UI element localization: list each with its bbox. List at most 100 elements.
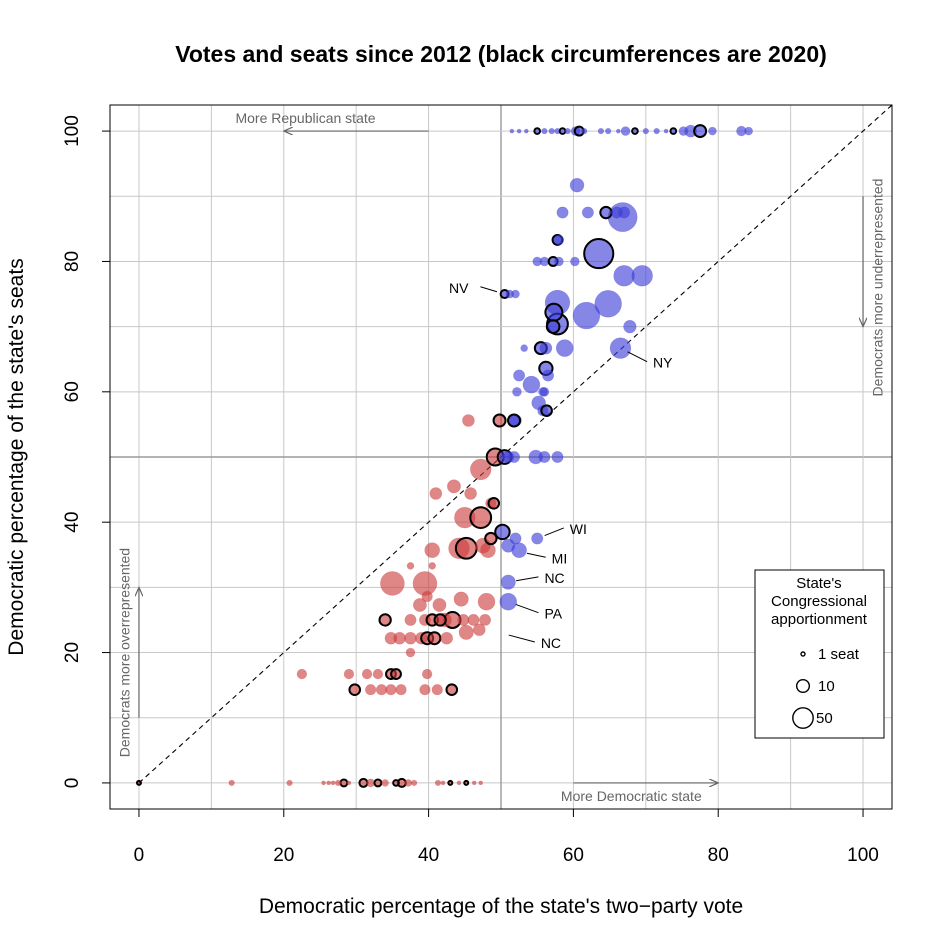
point-democratic xyxy=(512,387,522,397)
point-democratic xyxy=(533,127,542,135)
chart-title: Votes and seats since 2012 (black circum… xyxy=(175,41,827,67)
state-label: NV xyxy=(449,280,469,296)
diagonal-reference xyxy=(138,104,893,784)
point-republican xyxy=(348,683,362,697)
legend-title-line: Congressional xyxy=(771,593,867,610)
annotation-arrows: More Republican state More Democratic sta… xyxy=(116,110,885,804)
point-democratic xyxy=(522,375,541,394)
point-republican xyxy=(431,684,443,696)
state-label: NY xyxy=(653,355,673,371)
point-democratic xyxy=(548,127,555,135)
point-democratic xyxy=(653,127,660,135)
point-republican xyxy=(390,668,402,680)
point-democratic xyxy=(569,177,585,193)
point-democratic xyxy=(613,265,635,287)
point-republican xyxy=(457,614,470,626)
point-republican xyxy=(427,631,442,646)
y-tick-label: 60 xyxy=(62,381,83,402)
legend-title-line: State's xyxy=(796,575,841,592)
point-democratic xyxy=(520,344,528,352)
point-republican xyxy=(228,779,235,787)
point-republican xyxy=(395,684,407,696)
y-tick-label: 0 xyxy=(62,778,83,789)
point-democratic xyxy=(507,413,522,428)
legend-swatch xyxy=(792,707,814,729)
state-label-leader xyxy=(544,527,564,537)
point-republican xyxy=(404,631,417,645)
point-democratic xyxy=(542,369,555,382)
point-republican xyxy=(412,598,427,612)
point-republican xyxy=(447,779,454,786)
point-republican xyxy=(456,780,462,786)
legend-box xyxy=(754,569,885,739)
point-democratic xyxy=(553,234,565,246)
annotation-text: Democrats more underrepresented xyxy=(870,179,886,397)
point-democratic xyxy=(623,320,637,334)
point-republican xyxy=(487,496,501,510)
point-republican xyxy=(479,614,492,626)
y-tick-label: 80 xyxy=(62,251,83,272)
x-tick-label: 0 xyxy=(134,845,145,866)
point-republican xyxy=(361,668,373,680)
state-label-leader xyxy=(508,634,535,643)
point-republican xyxy=(471,780,477,786)
point-republican xyxy=(343,668,355,680)
point-republican xyxy=(454,536,478,560)
point-democratic xyxy=(509,128,515,134)
annotation-text: Democrats more overrepresented xyxy=(116,548,132,757)
point-democratic xyxy=(545,319,561,334)
state-label: MI xyxy=(552,550,568,566)
y-tick-label: 20 xyxy=(62,642,83,663)
x-tick-label: 60 xyxy=(563,845,584,866)
point-republican xyxy=(478,780,484,786)
point-democratic xyxy=(599,205,613,220)
point-democratic xyxy=(570,256,580,267)
point-democratic xyxy=(554,256,564,267)
point-democratic xyxy=(531,532,544,545)
point-republican xyxy=(405,647,416,658)
state-label-leader xyxy=(516,576,539,582)
point-republican xyxy=(421,590,433,603)
point-democratic xyxy=(556,206,569,219)
bubbles xyxy=(135,124,753,788)
point-democratic xyxy=(708,126,717,136)
point-republican xyxy=(410,779,418,787)
point-democratic xyxy=(620,126,631,136)
y-axis-label: Democratic percentage of the state's sea… xyxy=(5,258,28,655)
legend-swatch xyxy=(800,651,806,657)
state-label-leader xyxy=(480,286,498,293)
point-republican xyxy=(404,779,413,787)
point-democratic xyxy=(631,265,653,287)
legend-swatch xyxy=(795,678,811,694)
point-democratic xyxy=(581,127,588,135)
legend-entries: 1 seat 10 50 xyxy=(792,646,860,729)
point-republican xyxy=(424,542,440,558)
point-republican xyxy=(334,779,342,787)
point-democratic xyxy=(499,592,518,611)
plot-frame xyxy=(109,104,893,810)
legend-label: 10 xyxy=(818,678,835,695)
point-democratic xyxy=(663,128,669,134)
point-republican xyxy=(477,592,496,611)
x-tick-label: 40 xyxy=(418,845,439,866)
point-republican xyxy=(470,458,492,481)
gridlines xyxy=(110,105,892,809)
point-republican xyxy=(432,598,447,612)
point-republican xyxy=(372,668,384,680)
point-democratic xyxy=(597,127,605,135)
legend-label: 1 seat xyxy=(818,646,860,663)
legend: State's Congressional apportionment 1 se… xyxy=(754,569,885,739)
point-republican xyxy=(375,684,388,696)
point-republican xyxy=(286,779,293,787)
state-label: WI xyxy=(570,521,587,537)
point-republican xyxy=(463,779,470,786)
point-democratic xyxy=(564,127,571,135)
point-democratic xyxy=(538,451,551,463)
y-tick-label: 40 xyxy=(62,512,83,533)
annotation-text: More Democratic state xyxy=(561,788,702,804)
point-democratic xyxy=(609,337,632,359)
point-democratic xyxy=(538,387,548,397)
